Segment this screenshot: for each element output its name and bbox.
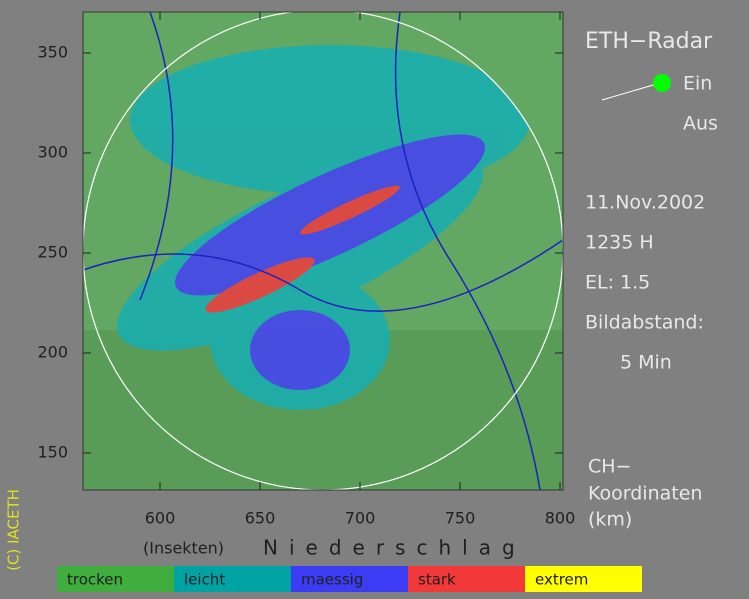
coord-label: Koordinaten [588,483,702,505]
legend-label: maessig [301,571,363,589]
legend-label: extrem [535,571,588,589]
legend-swatch [408,566,525,592]
toggle-off[interactable]: Aus [683,113,718,135]
y-tick-label: 300 [37,143,68,162]
time: 1235 H [585,232,654,254]
date: 11.Nov.2002 [585,192,705,214]
legend-prefix: (Insekten) [143,539,224,558]
coord-label: CH− [588,456,631,478]
title: ETH−Radar [585,29,713,54]
copyright: (C) IACETH [5,489,23,571]
radar-map [83,12,563,490]
legend-label: stark [418,571,456,589]
toggle-indicator[interactable] [653,74,671,92]
legend-label: leicht [184,571,225,589]
x-tick-label: 600 [145,509,176,528]
x-tick-label: 650 [245,509,276,528]
interval-value: 5 Min [620,352,672,374]
toggle-pointer [601,82,661,101]
toggle-on[interactable]: Ein [683,73,712,95]
coord-label: (km) [588,509,632,531]
legend-swatch [291,566,408,592]
interval-label: Bildabstand: [585,312,704,334]
x-tick-label: 800 [545,509,576,528]
y-tick-label: 250 [37,243,68,262]
y-tick-label: 150 [37,443,68,462]
y-tick-label: 200 [37,343,68,362]
legend-swatch [174,566,291,592]
map-frame [82,11,564,491]
y-tick-label: 350 [37,43,68,62]
legend-swatch [57,566,174,592]
x-tick-label: 700 [345,509,376,528]
elevation: EL: 1.5 [585,272,650,294]
legend-swatch [525,566,642,592]
legend-title: Niederschlag [263,536,526,560]
x-tick-label: 750 [445,509,476,528]
legend-label: trocken [67,571,123,589]
